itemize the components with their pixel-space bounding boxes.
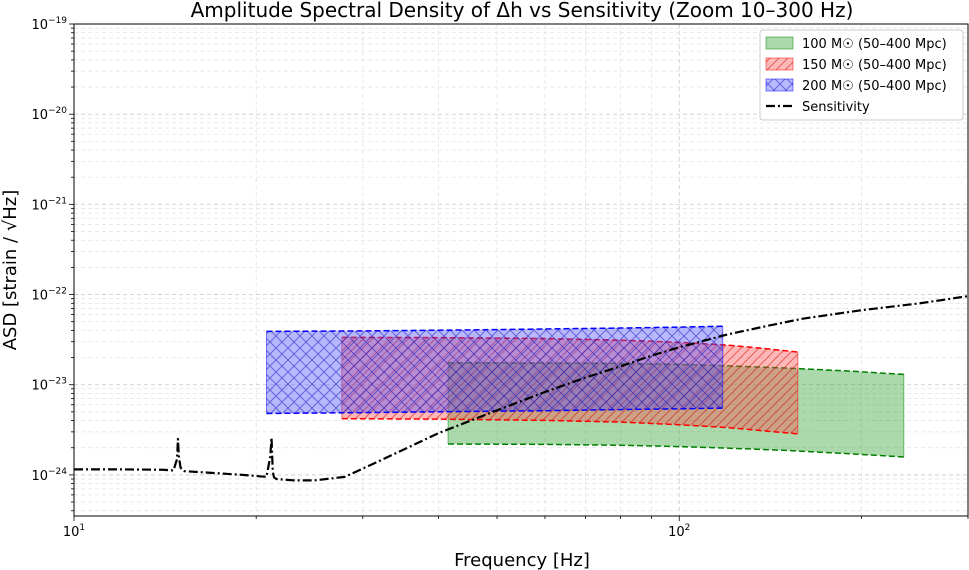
sensitivity-line-group <box>74 295 968 482</box>
y-tick-label: 10−24 <box>31 467 67 484</box>
legend-swatch-hatch-2 <box>766 58 793 70</box>
legend-swatch-hatch-3 <box>766 79 793 91</box>
x-axis-label: Frequency [Hz] <box>454 550 590 570</box>
band-hatch-3 <box>266 326 723 414</box>
legend-label-sensitivity: Sensitivity <box>802 100 870 115</box>
x-tick-label: 101 <box>63 523 85 540</box>
y-tick-label: 10−19 <box>31 16 67 33</box>
sensitivity-curve <box>74 295 968 482</box>
legend-box <box>759 29 964 121</box>
legend-swatch-1 <box>765 36 794 50</box>
y-tick-label: 10−23 <box>31 377 67 394</box>
legend-label-2: 150 M☉ (50–400 Mpc) <box>802 58 947 73</box>
chart-title: Amplitude Spectral Density of Δh vs Sens… <box>191 0 854 22</box>
bands <box>266 325 905 458</box>
y-tick-label: 10−22 <box>31 287 67 304</box>
legend-label-3: 200 M☉ (50–400 Mpc) <box>802 79 947 94</box>
x-axis-ticks: 101 102 <box>63 516 969 540</box>
band-lower-edge-2 <box>341 417 798 435</box>
y-axis-ticks: 10−24 10−23 10−22 10−21 10−20 10−19 <box>31 16 74 512</box>
plot-frame <box>73 23 969 517</box>
x-tick-label: 102 <box>668 523 690 540</box>
y-axis-label: ASD [strain / √Hz] <box>0 190 21 351</box>
legend-label-1: 100 M☉ (50–400 Mpc) <box>802 37 947 52</box>
legend: 100 M☉ (50–400 Mpc) 150 M☉ (50–400 Mpc) 20… <box>759 29 964 121</box>
band-lower-edge-1 <box>448 443 904 458</box>
y-tick-label: 10−20 <box>31 106 67 123</box>
y-tick-label: 10−21 <box>31 196 67 213</box>
grid <box>73 24 969 516</box>
